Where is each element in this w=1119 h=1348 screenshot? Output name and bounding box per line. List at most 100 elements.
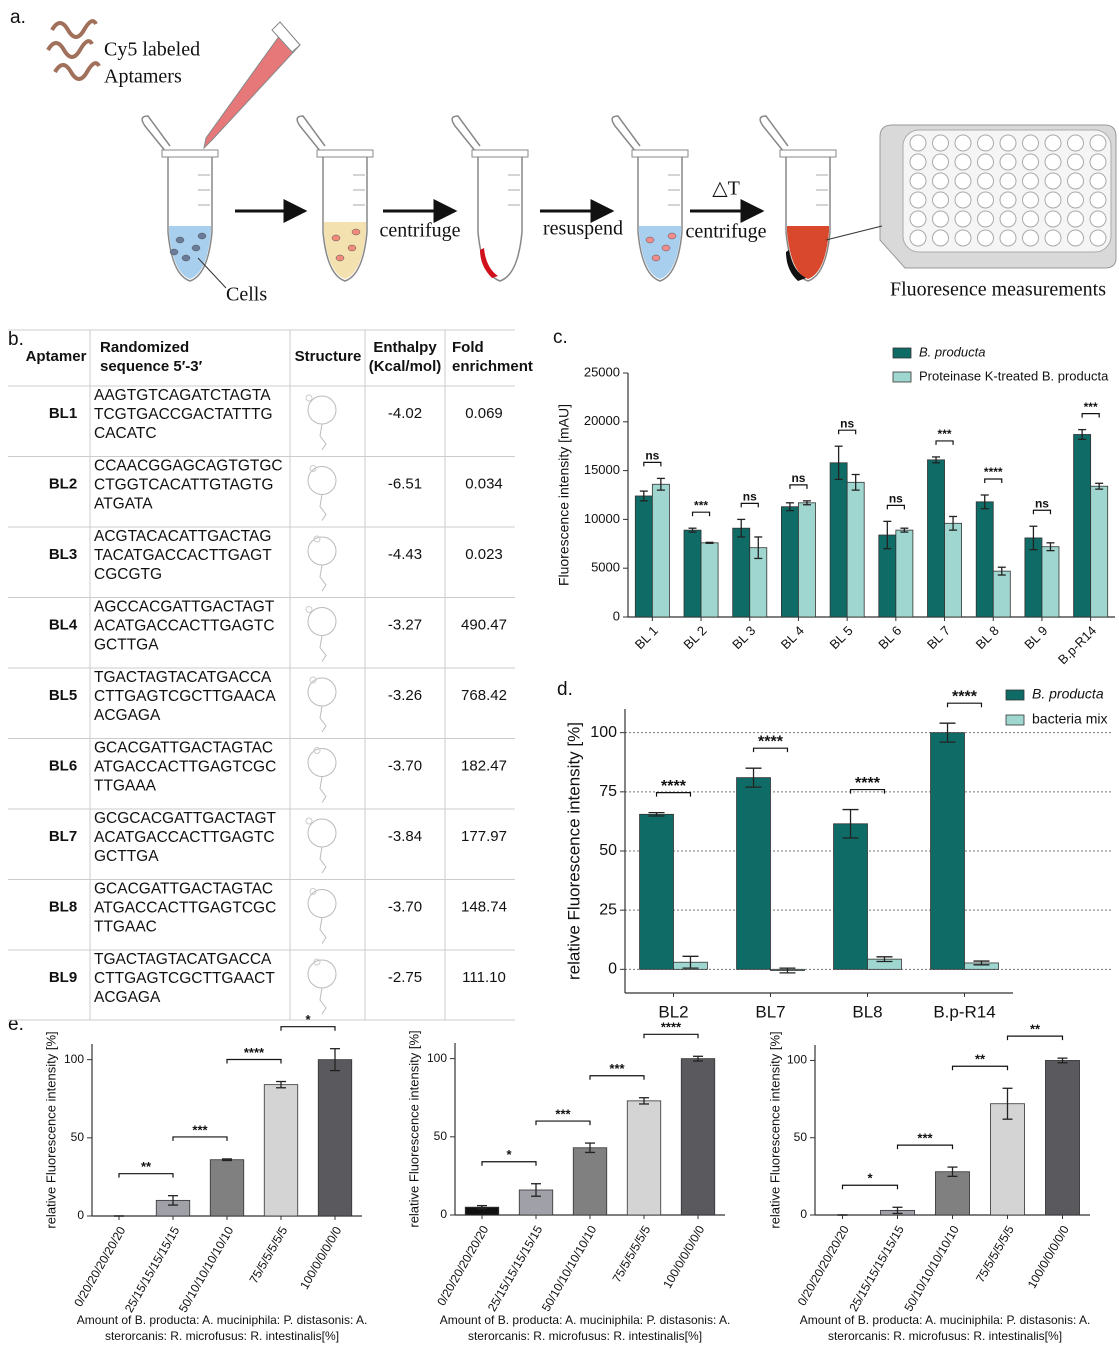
well <box>1023 230 1039 246</box>
structure-stem <box>320 636 326 662</box>
sequence-line: ACGTACACATTGACTAG <box>94 528 271 545</box>
aptamer-label: Cy5 labeled <box>104 39 200 61</box>
cells-label: Cells <box>226 284 267 306</box>
y-tick-label: 10000 <box>584 511 620 526</box>
table-header: enrichment <box>452 358 533 375</box>
well <box>1000 173 1016 189</box>
bar <box>830 463 847 617</box>
error-bar <box>706 542 714 543</box>
y-tick-label: 20000 <box>584 413 620 428</box>
fold-enrichment: 111.10 <box>462 969 506 986</box>
x-tick-label: 50/10/10/10/10/10 <box>901 1223 962 1314</box>
bar <box>1091 486 1108 617</box>
well <box>978 211 994 227</box>
well <box>933 173 949 189</box>
y-tick-label: 5000 <box>591 560 620 575</box>
fold-enrichment: 177.97 <box>461 828 507 845</box>
significance-bracket <box>936 441 953 445</box>
aptamer-id: BL3 <box>49 546 77 563</box>
panel-label: b. <box>8 329 24 350</box>
table-header: Structure <box>295 348 362 365</box>
well <box>955 230 971 246</box>
significance-bracket <box>985 479 1002 483</box>
measurement-label: Fluoresence measurements <box>890 279 1106 301</box>
pellet <box>480 248 498 278</box>
well <box>955 135 971 151</box>
x-tick-label: 75/5/5/5/5/5 <box>610 1223 654 1285</box>
well <box>978 173 994 189</box>
significance-label: **** <box>661 1020 682 1035</box>
well <box>1000 192 1016 208</box>
sequence-line: ACATGACCACTTGAGTC <box>94 618 275 635</box>
well <box>1045 135 1061 151</box>
well <box>1090 230 1106 246</box>
y-axis-label: Fluorescence intensity [mAU] <box>556 404 572 586</box>
structure-loop <box>306 818 312 824</box>
structure-stem <box>320 424 326 450</box>
significance-label: **** <box>758 733 784 750</box>
bar <box>652 484 669 617</box>
well <box>978 154 994 170</box>
sequence-line: CTTGAGTCGCTTGAACA <box>94 688 276 705</box>
enthalpy: -3.70 <box>388 898 422 915</box>
y-tick-label: 50 <box>71 1130 85 1144</box>
aptamer-id: BL1 <box>49 405 77 422</box>
significance-label: **** <box>984 465 1003 479</box>
well <box>1023 135 1039 151</box>
x-tick-label: 75/5/5/5/5/5 <box>247 1224 291 1286</box>
significance-bracket <box>898 1145 953 1149</box>
y-tick-label: 100 <box>590 724 617 741</box>
bar <box>318 1060 351 1216</box>
sequence-line: GCGCACGATTGACTAGT <box>94 810 277 827</box>
sequence-line: TGACTAGTACATGACCA <box>94 951 272 968</box>
x-tick-label: BL 2 <box>680 623 709 652</box>
x-tick-label: BL7 <box>755 1002 785 1021</box>
well <box>1068 173 1084 189</box>
structure-stem <box>320 565 326 591</box>
sequence-line: CCAACGGAGCAGTGTGC <box>94 458 283 475</box>
well <box>1090 173 1106 189</box>
well <box>1068 192 1084 208</box>
significance-label: *** <box>917 1131 933 1146</box>
sequence-line: TACATGACCACTTGAGT <box>94 547 272 564</box>
significance-label: *** <box>609 1061 625 1076</box>
panel-label: e. <box>8 1014 24 1035</box>
significance-bracket <box>644 1034 698 1038</box>
tube-lid <box>142 116 170 152</box>
aptamer-icon <box>48 41 92 57</box>
x-tick-label: 50/10/10/10/10/10 <box>539 1223 600 1314</box>
bar <box>990 1104 1024 1215</box>
x-tick-label: 25/15/15/15/15/15 <box>485 1223 546 1314</box>
x-tick-label: B.p-R14 <box>933 1002 995 1021</box>
tube-lid <box>612 116 640 152</box>
aptamer-id: BL5 <box>49 687 77 704</box>
well <box>955 173 971 189</box>
structure-stem <box>320 706 326 732</box>
well <box>955 192 971 208</box>
sequence-line: ACGAGA <box>94 989 161 1006</box>
structure-stem <box>320 847 326 873</box>
cell <box>170 249 178 255</box>
significance-bracket <box>536 1121 590 1125</box>
y-tick-label: 75 <box>599 783 617 800</box>
x-axis-label: Amount of B. producta: A. muciniphila: P… <box>410 1312 760 1344</box>
structure-loop <box>308 608 336 636</box>
y-tick-label: 100 <box>787 1053 807 1067</box>
well <box>1023 211 1039 227</box>
sequence-line: ACGAGA <box>94 707 161 724</box>
well <box>1045 211 1061 227</box>
significance-bracket <box>953 1066 1008 1070</box>
enthalpy: -3.26 <box>388 687 422 704</box>
fold-enrichment: 182.47 <box>461 757 507 774</box>
significance-label: ns <box>791 471 805 485</box>
significance-label: *** <box>694 498 708 512</box>
bar <box>931 733 965 970</box>
bar <box>1042 547 1059 617</box>
x-tick-label: BL 8 <box>973 623 1002 652</box>
structure-stem <box>320 495 326 521</box>
structure-loop <box>308 749 336 777</box>
x-tick-label: 25/15/15/15/15/15 <box>122 1224 183 1315</box>
bar <box>1045 1060 1079 1215</box>
significance-label: **** <box>244 1045 265 1060</box>
cell <box>668 233 676 239</box>
